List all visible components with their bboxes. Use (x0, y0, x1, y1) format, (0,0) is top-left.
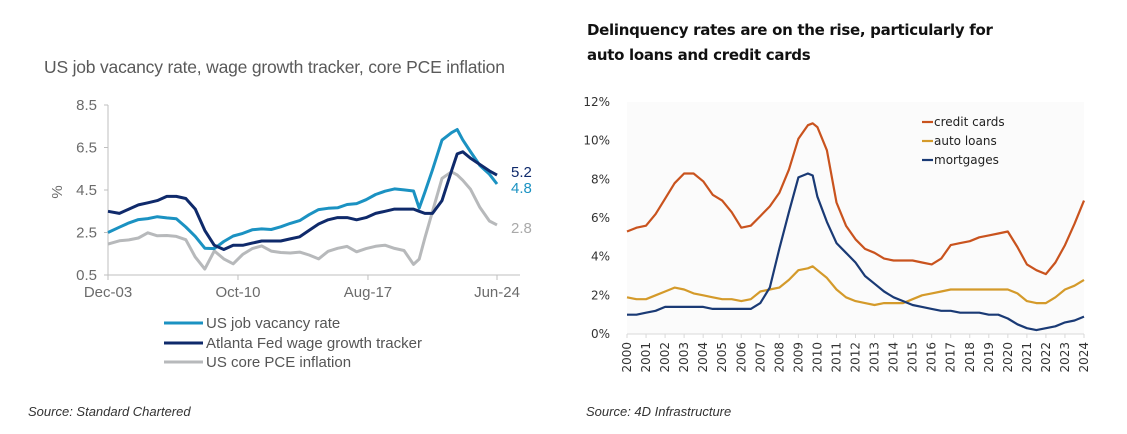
right-chart-source: Source: 4D Infrastructure (586, 404, 732, 419)
left-chart-panel: US job vacancy rate, wage growth tracker… (28, 57, 532, 419)
x-tick-label: 2014 (887, 342, 901, 373)
series-line-us-core-pce-inflation (107, 170, 498, 271)
x-tick-label: Oct-10 (215, 284, 260, 301)
legend-label: US job vacancy rate (206, 315, 340, 332)
x-tick-label: 2009 (791, 342, 805, 373)
y-tick-label: 10% (583, 134, 610, 148)
end-value-label: 4.8 (511, 180, 532, 197)
x-tick-label: 2010 (810, 342, 824, 373)
left-chart-title: US job vacancy rate, wage growth tracker… (44, 57, 505, 77)
x-tick-label: 2013 (868, 342, 882, 373)
legend-label: auto loans (934, 134, 997, 148)
x-tick-label: 2006 (734, 342, 748, 373)
series-line-us-job-vacancy-rate (107, 128, 499, 251)
y-tick-label: 8% (591, 172, 610, 186)
end-value-label: 5.2 (511, 164, 532, 181)
x-tick-label: 2016 (925, 342, 939, 373)
series-line-atlanta-fed-wage-growth-tracker (107, 150, 498, 251)
legend-label: US core PCE inflation (206, 354, 351, 371)
left-chart: 8.5 6.5 4.5 2.5 0.5% Dec-03 Oct-10 Aug-17 Jun-24… (49, 97, 532, 371)
y-tick-label: 2.5 (76, 225, 97, 242)
x-tick-label: 2005 (715, 342, 729, 373)
plot-background (627, 102, 1084, 334)
x-tick-label: 2001 (639, 342, 653, 373)
right-chart: 0% 2% 4% 6% 8% 10% 12% 2000 2001 2002 2003 2004 2005… (583, 95, 1091, 373)
x-tick-label: 2023 (1058, 342, 1072, 373)
x-tick-label: 2004 (696, 342, 710, 373)
x-tick-label: 2011 (829, 342, 843, 373)
y-tick-label: 8.5 (76, 97, 97, 114)
x-tick-label: 2008 (772, 342, 786, 373)
y-tick-label: 6% (591, 211, 610, 225)
y-tick-label: 6.5 (76, 140, 97, 157)
x-tick-label: Dec-03 (84, 284, 132, 301)
x-tick-label: 2003 (677, 342, 691, 373)
x-tick-label: 2017 (944, 342, 958, 373)
right-chart-panel: Delinquency rates are on the rise, parti… (565, 0, 1127, 434)
legend-label: credit cards (934, 115, 1005, 129)
x-tick-label: 2022 (1039, 342, 1053, 373)
x-tick-label: 2012 (849, 342, 863, 373)
x-tick-label: 2007 (753, 342, 767, 373)
y-axis-label: % (49, 185, 66, 198)
x-tick-label: 2020 (1001, 342, 1015, 373)
x-tick-label: 2024 (1077, 342, 1091, 373)
x-tick-label: 2021 (1020, 342, 1034, 373)
series-line-auto-loans (626, 265, 1085, 307)
end-value-label: 2.8 (511, 220, 532, 237)
x-tick-label: Aug-17 (344, 284, 392, 301)
right-chart-title: Delinquency rates are on the rise, parti… (587, 21, 993, 64)
x-tick-label: Jun-24 (474, 284, 520, 301)
legend-label: mortgages (934, 153, 999, 167)
series-line-mortgages (627, 172, 1085, 332)
y-tick-label: 0.5 (76, 267, 97, 284)
x-tick-label: 2015 (906, 342, 920, 373)
y-tick-label: 4% (591, 250, 610, 264)
y-tick-label: 12% (583, 95, 610, 109)
y-tick-label: 2% (591, 288, 610, 302)
x-tick-label: 2018 (963, 342, 977, 373)
y-tick-label: 4.5 (76, 182, 97, 199)
x-tick-label: 2000 (620, 342, 634, 373)
x-tick-label: 2002 (658, 342, 672, 373)
legend-label: Atlanta Fed wage growth tracker (206, 335, 422, 352)
left-chart-source: Source: Standard Chartered (28, 404, 191, 419)
x-tick-label: 2019 (982, 342, 996, 373)
y-tick-label: 0% (591, 327, 610, 341)
series-line-credit-cards (626, 122, 1086, 276)
